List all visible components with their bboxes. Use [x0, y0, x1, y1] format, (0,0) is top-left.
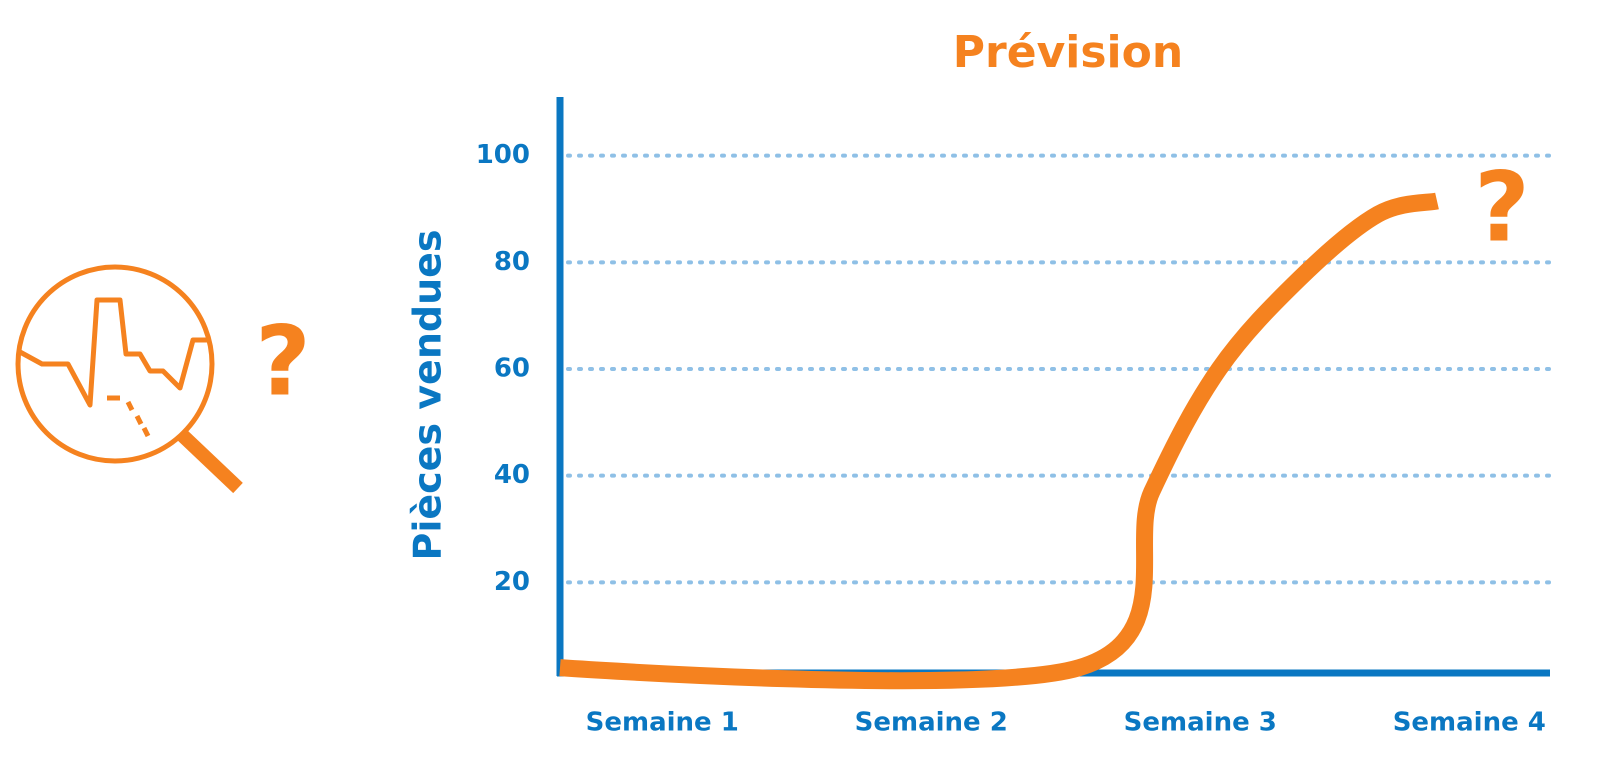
annotation: ?	[255, 305, 311, 417]
y-axis-label: Pièces vendues	[406, 229, 450, 560]
x-tick-label: Semaine 1	[586, 708, 739, 738]
y-tick-label: 40	[494, 460, 530, 490]
y-tick-label: 60	[494, 354, 530, 384]
y-tick-label: 20	[494, 567, 530, 597]
x-tick-label: Semaine 3	[1124, 708, 1277, 738]
chart-title: Prévision	[953, 27, 1183, 78]
y-tick-label: 80	[494, 247, 530, 277]
magnifier-lens	[15, 264, 215, 464]
x-tick-label: Semaine 4	[1393, 708, 1546, 738]
x-tick-label: Semaine 2	[855, 708, 1008, 738]
annotation: ?	[1474, 151, 1530, 263]
y-tick-label: 100	[476, 140, 530, 170]
icon-dash	[141, 426, 151, 438]
magnifier-icon	[15, 264, 243, 494]
magnifier-handle	[175, 427, 243, 494]
icon-dash	[134, 414, 144, 426]
icon-dash	[125, 400, 135, 412]
icon-sparkline	[18, 297, 207, 408]
forecast-line	[559, 192, 1439, 690]
